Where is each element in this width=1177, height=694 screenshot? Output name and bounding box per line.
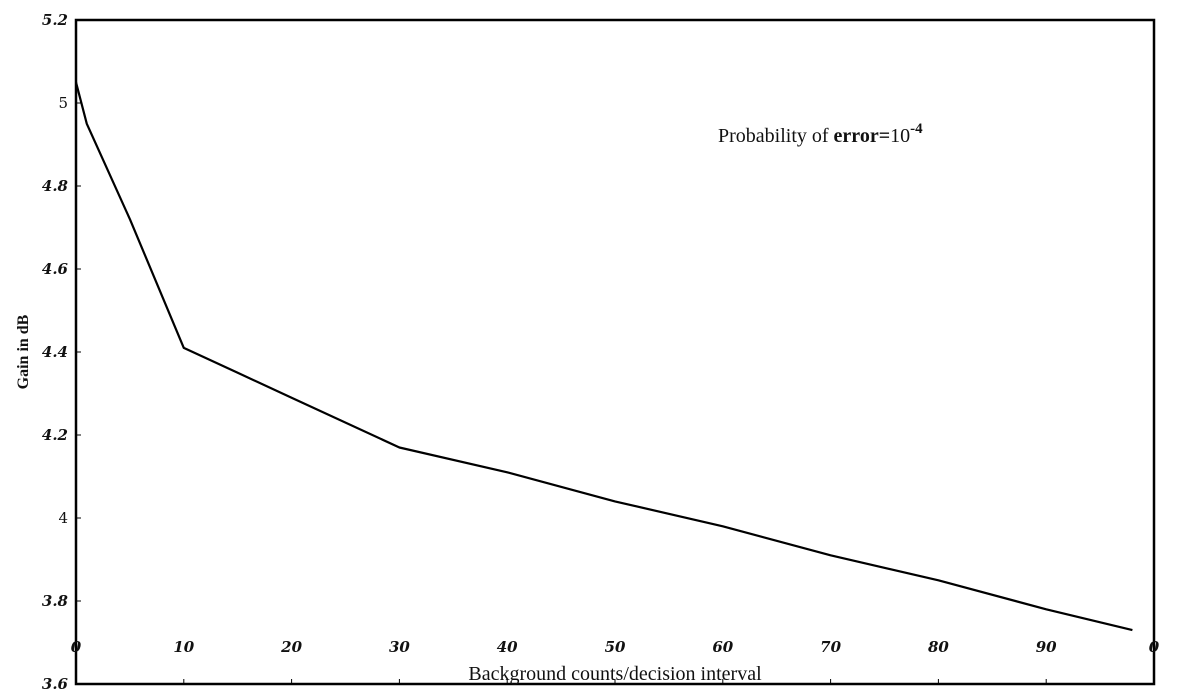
y-tick-label: 3.6 [42,675,69,693]
x-axis-ticks: 0 10 20 30 40 50 60 70 80 90 0 [71,638,1160,684]
x-tick-label: 10 [173,638,194,656]
annotation-main-text: Probability of [718,125,834,147]
x-tick-label: 20 [280,638,302,656]
y-axis-ticks: 3.6 3.8 4 4.2 4.4 4.6 4.8 5 5.2 [42,11,81,693]
annotation-probability-of-error: Probability of error=10-4 [718,121,923,147]
annotation-bold-text: error= [834,125,891,147]
y-axis-title: Gain in dB [15,314,32,389]
x-tick-label: 80 [928,638,949,656]
x-tick-label: 40 [497,638,518,656]
x-tick-label: 60 [712,638,733,656]
y-tick-label: 3.8 [42,592,69,610]
x-axis-title: Background counts/decision interval [468,663,762,685]
y-tick-label: 5.2 [42,11,68,29]
y-tick-label: 4.4 [42,343,68,361]
annotation-exponent-text: -4 [910,121,923,137]
y-tick-label: 4 [58,509,68,527]
series-line [74,82,1133,632]
x-tick-label: 0 [1149,638,1160,656]
y-tick-label: 5 [58,94,68,112]
x-tick-label: 70 [820,638,841,656]
y-tick-label: 4.2 [42,426,68,444]
y-tick-label: 4.6 [42,260,69,278]
y-tick-label: 4.8 [42,177,69,195]
plot-frame [74,18,1156,686]
series-layer [74,82,1133,632]
x-tick-label: 50 [605,638,626,656]
x-tick-label: 90 [1036,638,1057,656]
x-tick-label: 0 [71,638,82,656]
annotation-base-text: 10 [890,125,910,147]
x-tick-label: 30 [389,638,410,656]
